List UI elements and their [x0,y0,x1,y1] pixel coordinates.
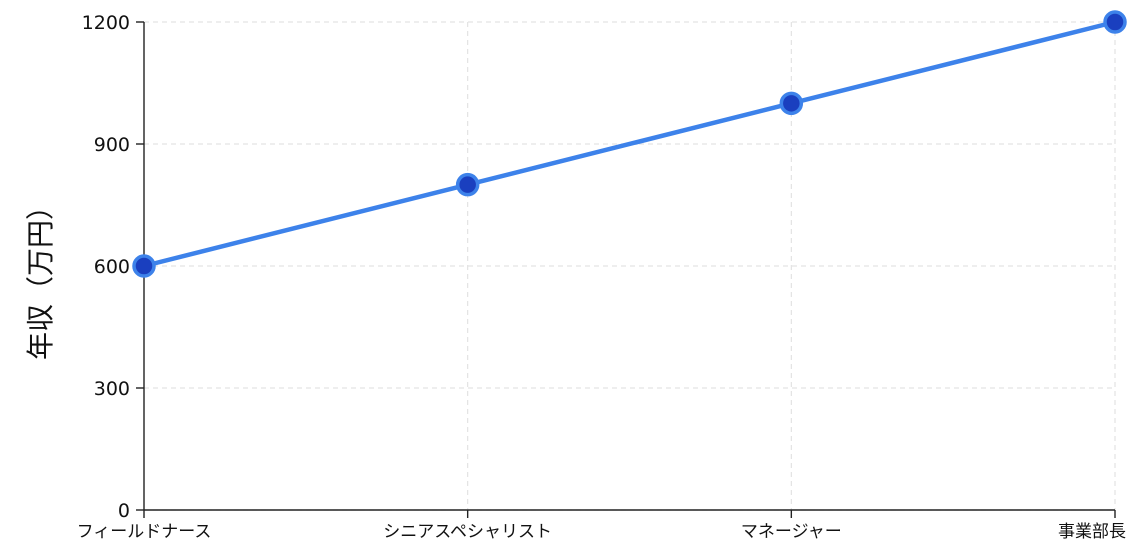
y-tick-label: 1200 [82,12,130,34]
x-tick-label: 事業部長 [1058,522,1126,542]
x-ticks: フィールドナース シニアスペシャリスト マネージャー 事業部長 [77,510,1126,542]
series-line [141,19,1118,269]
y-tick-label: 600 [94,256,130,278]
data-point[interactable] [455,172,480,197]
x-tick-label: シニアスペシャリスト [383,522,552,542]
series [132,10,1127,278]
data-point[interactable] [132,254,156,278]
x-tick-label: マネージャー [741,522,842,542]
grid [144,21,1116,511]
y-tick-label: 0 [118,500,130,522]
y-axis-title: 年収（万円） [24,192,57,360]
y-tick-label: 300 [94,378,130,400]
y-ticks: 0 300 600 900 1200 [82,12,144,522]
data-point[interactable] [1103,10,1127,34]
data-point[interactable] [779,91,804,116]
x-tick-label: フィールドナース [77,522,212,542]
y-tick-label: 900 [94,134,130,156]
